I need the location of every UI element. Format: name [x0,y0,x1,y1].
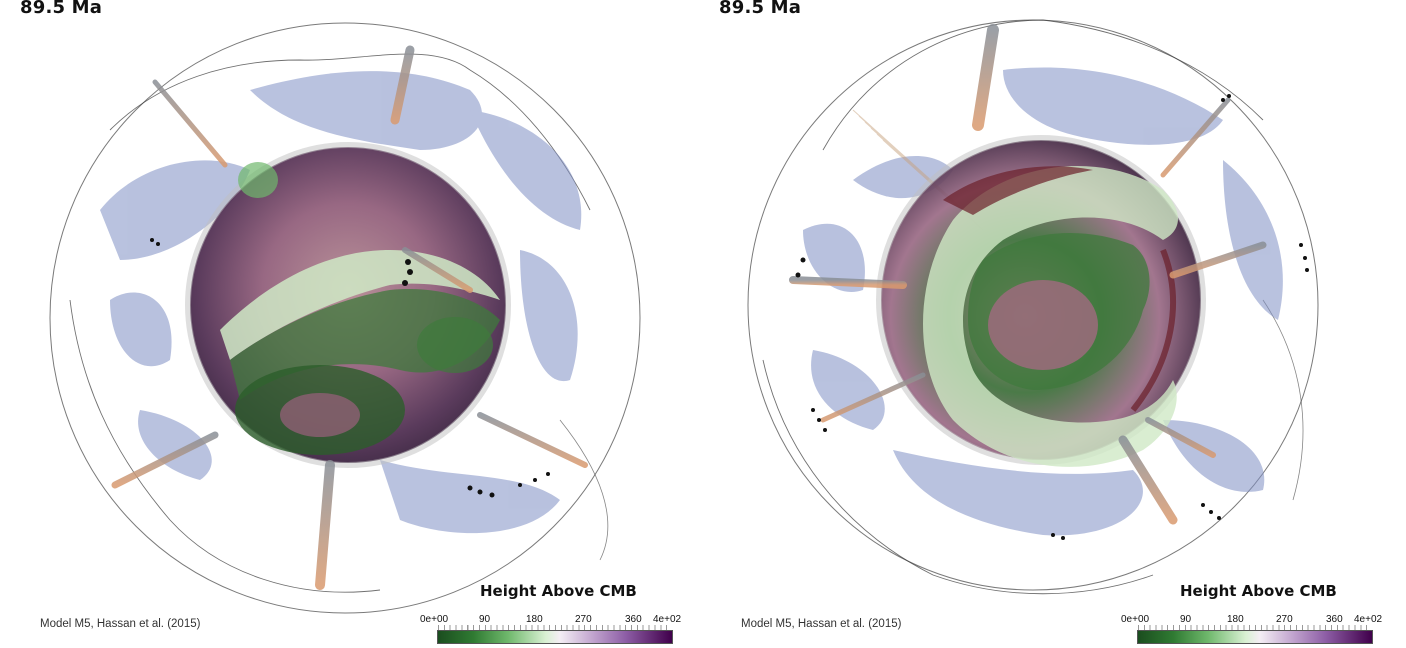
continent-outline [762,359,1154,595]
outer-globe-outline [49,22,641,614]
right-panel: 89.5 Ma Model M5, Hassan et al. (2015) H… [703,0,1406,648]
colorbar-tick: 180 [526,614,543,625]
colorbar-title: Height Above CMB [1180,582,1337,600]
plume-conduits [111,45,588,590]
colorbar-tick: 270 [1276,614,1293,625]
model-citation: Model M5, Hassan et al. (2015) [40,618,201,630]
core-band [923,166,1178,467]
colorbar-tick: 180 [1227,614,1244,625]
left-globe-visualization [49,22,641,614]
slab-isosurfaces [100,71,582,534]
hotspot-markers [795,94,1309,540]
plume-conduits [789,24,1267,525]
colorbar [437,625,673,644]
colorbar-tick: 270 [575,614,592,625]
core-band [220,250,500,360]
right-globe-visualization [747,19,1319,595]
continent-outline [69,299,381,593]
colorbar-tick: 0e+00 [420,614,449,625]
colorbar-tick-labels: 0e+00 90 180 270 360 4e+02 [420,614,692,628]
colorbar-tick: 360 [1326,614,1343,625]
continent-outline [109,53,591,211]
colorbar-tick: 4e+02 [653,614,682,625]
colorbar-tick: 360 [625,614,642,625]
time-label: 89.5 Ma [719,0,802,18]
time-label: 89.5 Ma [20,0,103,18]
left-panel: 89.5 Ma Model M5, Hassan et al. (2015) H… [20,0,692,644]
colorbar-tick: 4e+02 [1354,614,1383,625]
colorbar [1137,625,1373,644]
colorbar-tick-labels: 0e+00 90 180 270 360 4e+02 [1121,614,1393,628]
colorbar-tick: 90 [1180,614,1192,625]
colorbar-title: Height Above CMB [480,582,637,600]
continent-outline [822,19,1264,151]
model-citation: Model M5, Hassan et al. (2015) [741,618,902,630]
continent-outline [559,419,609,561]
colorbar-tick: 90 [479,614,491,625]
colorbar-tick: 0e+00 [1121,614,1150,625]
hotspot-markers [150,238,550,498]
continent-outline [1262,299,1304,501]
